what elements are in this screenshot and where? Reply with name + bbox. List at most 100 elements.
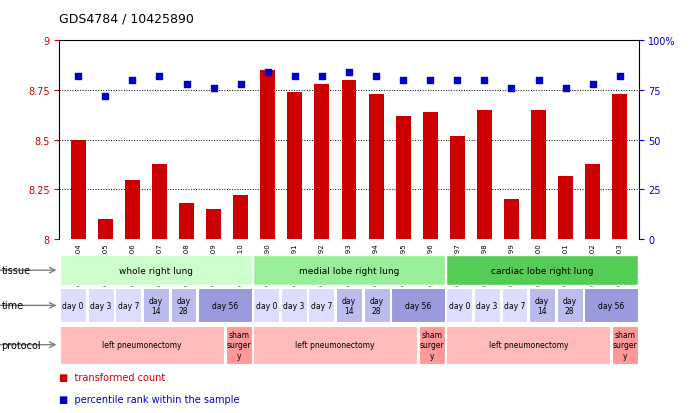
Text: day 0: day 0 (255, 301, 277, 310)
Point (398, 78, 409, 84)
Bar (369, 95, 383, 240)
Text: ■  percentile rank within the sample: ■ percentile rank within the sample (59, 394, 240, 404)
Bar (531, 111, 546, 240)
Bar (309, 289, 334, 323)
Point (100, 93, 111, 100)
Bar (253, 326, 417, 364)
Bar (253, 289, 279, 323)
Point (479, 78, 490, 84)
Bar (70, 140, 86, 240)
Bar (612, 95, 628, 240)
Bar (179, 204, 194, 240)
Bar (253, 255, 445, 286)
Bar (233, 196, 248, 240)
Text: medial lobe right lung: medial lobe right lung (299, 266, 399, 275)
Bar (477, 111, 492, 240)
Bar (98, 220, 113, 240)
Point (560, 85, 571, 92)
Text: left pneumonectomy: left pneumonectomy (489, 340, 568, 349)
Bar (125, 180, 140, 240)
Bar (584, 289, 638, 323)
Text: day
14: day 14 (535, 296, 549, 315)
Text: cardiac lobe right lung: cardiac lobe right lung (491, 266, 593, 275)
Text: sham
surger
y: sham surger y (419, 330, 444, 360)
Text: day 7: day 7 (311, 301, 332, 310)
Text: whole right lung: whole right lung (119, 266, 193, 275)
Text: day
28: day 28 (369, 296, 384, 315)
Bar (170, 289, 196, 323)
Point (262, 70, 274, 76)
Point (73, 74, 84, 80)
Bar (423, 113, 438, 240)
Text: day 56: day 56 (211, 301, 238, 310)
Bar (447, 326, 610, 364)
Text: protocol: protocol (1, 340, 41, 350)
Bar (504, 200, 519, 240)
Text: day
28: day 28 (177, 296, 191, 315)
Bar (336, 289, 362, 323)
Point (127, 78, 138, 84)
Bar (115, 289, 141, 323)
Point (235, 82, 246, 88)
Bar (502, 289, 528, 323)
Bar (396, 116, 410, 240)
Point (533, 78, 544, 84)
Bar (60, 289, 86, 323)
Point (371, 74, 382, 80)
Text: day 7: day 7 (504, 301, 525, 310)
Point (506, 85, 517, 92)
Text: GDS4784 / 10425890: GDS4784 / 10425890 (59, 12, 194, 25)
Point (154, 74, 165, 80)
Text: day 56: day 56 (598, 301, 624, 310)
Point (208, 85, 219, 92)
Bar (315, 85, 329, 240)
Bar (260, 71, 275, 240)
Bar (288, 93, 302, 240)
Bar (612, 326, 638, 364)
Bar (447, 289, 473, 323)
Bar (60, 255, 251, 286)
Point (424, 78, 436, 84)
Text: day 0: day 0 (62, 301, 84, 310)
Text: sham
surger
y: sham surger y (613, 330, 637, 360)
Point (614, 74, 625, 80)
Text: sham
surger
y: sham surger y (226, 330, 251, 360)
Text: time: time (1, 301, 24, 311)
Text: day 0: day 0 (449, 301, 470, 310)
Point (289, 74, 300, 80)
Bar (198, 289, 251, 323)
Bar (60, 326, 224, 364)
Bar (281, 289, 307, 323)
Bar (557, 289, 583, 323)
Text: tissue: tissue (1, 266, 31, 275)
Point (316, 74, 327, 80)
Text: left pneumonectomy: left pneumonectomy (295, 340, 375, 349)
Bar (143, 289, 169, 323)
Bar (585, 164, 600, 240)
Text: left pneumonectomy: left pneumonectomy (103, 340, 182, 349)
Text: ■  transformed count: ■ transformed count (59, 372, 165, 382)
Bar (419, 326, 445, 364)
Text: day 3: day 3 (283, 301, 304, 310)
Bar (152, 164, 167, 240)
Bar (474, 289, 500, 323)
Bar (206, 210, 221, 240)
Point (452, 78, 463, 84)
Bar (88, 289, 114, 323)
Text: day
14: day 14 (342, 296, 356, 315)
Text: day
28: day 28 (563, 296, 577, 315)
Text: day
14: day 14 (149, 296, 163, 315)
Bar (447, 255, 638, 286)
Bar (558, 176, 573, 240)
Point (181, 82, 192, 88)
Bar (450, 136, 465, 240)
Text: day 3: day 3 (476, 301, 498, 310)
Bar (529, 289, 555, 323)
Text: day 7: day 7 (117, 301, 139, 310)
Bar (364, 289, 389, 323)
Text: day 56: day 56 (405, 301, 431, 310)
Bar (225, 326, 251, 364)
Bar (391, 289, 445, 323)
Text: day 3: day 3 (90, 301, 112, 310)
Point (343, 70, 355, 76)
